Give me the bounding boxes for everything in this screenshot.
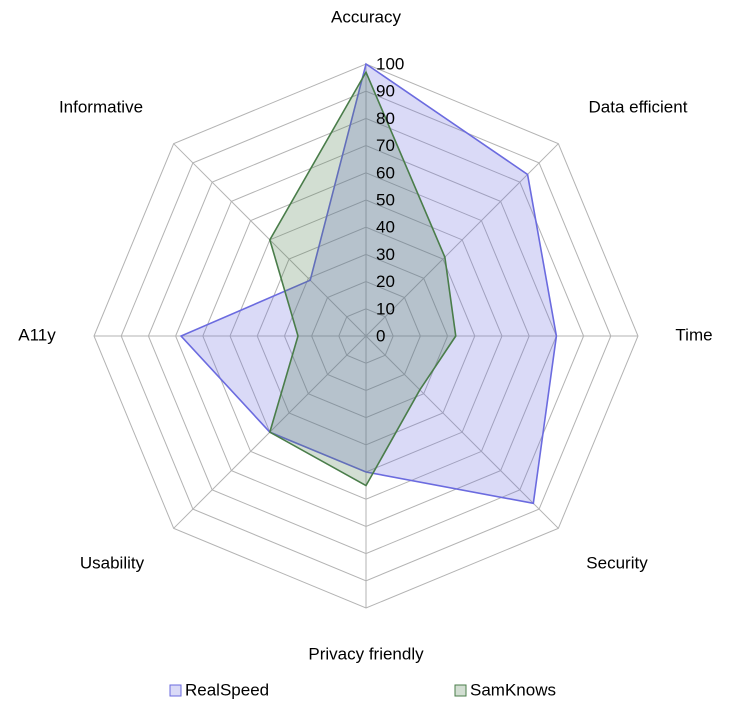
r-tick-label: 50 <box>376 190 395 209</box>
r-tick-label: 30 <box>376 245 395 264</box>
category-label: A11y <box>18 325 56 344</box>
r-tick-label: 70 <box>376 136 395 155</box>
r-tick-label: 10 <box>376 299 395 318</box>
legend-swatch <box>169 684 182 697</box>
series-area <box>268 70 457 487</box>
category-label: Data efficient <box>589 97 688 116</box>
axis-spoke <box>365 143 559 337</box>
r-tick-label: 80 <box>376 109 395 128</box>
category-label: Usability <box>80 553 145 572</box>
legend-label: RealSpeed <box>185 680 269 699</box>
category-label: Informative <box>59 97 143 116</box>
legend-label: SamKnows <box>470 680 556 699</box>
category-label: Privacy friendly <box>308 644 424 663</box>
r-tick-label: 40 <box>376 218 395 237</box>
r-tick-label: 60 <box>376 163 395 182</box>
series-area <box>179 62 558 505</box>
legend-swatch <box>454 684 467 697</box>
axis-spoke <box>365 335 559 529</box>
category-label: Security <box>586 553 648 572</box>
r-tick-label: 20 <box>376 272 395 291</box>
r-tick-label: 0 <box>376 326 385 345</box>
category-label: Accuracy <box>331 7 401 26</box>
r-tick-label: 90 <box>376 82 395 101</box>
category-label: Time <box>675 325 712 344</box>
r-tick-label: 100 <box>376 54 404 73</box>
